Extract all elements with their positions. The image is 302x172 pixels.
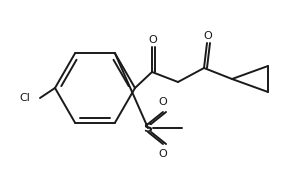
Text: Cl: Cl (19, 93, 30, 103)
Text: S: S (143, 121, 153, 135)
Text: O: O (204, 31, 212, 41)
Text: O: O (149, 35, 157, 45)
Text: O: O (159, 97, 167, 107)
Text: O: O (159, 149, 167, 159)
